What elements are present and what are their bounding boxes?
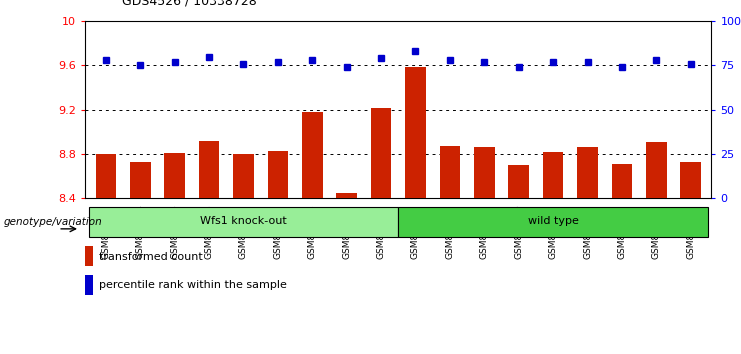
Text: GDS4526 / 10338728: GDS4526 / 10338728 bbox=[122, 0, 257, 7]
Bar bbox=[370, 108, 391, 198]
Bar bbox=[233, 154, 253, 198]
Bar bbox=[439, 146, 460, 198]
Text: transformed count: transformed count bbox=[99, 252, 203, 262]
Bar bbox=[611, 164, 632, 198]
Bar bbox=[405, 67, 426, 198]
Text: genotype/variation: genotype/variation bbox=[4, 217, 102, 227]
Bar bbox=[130, 162, 150, 198]
Bar bbox=[89, 207, 399, 237]
Text: Wfs1 knock-out: Wfs1 knock-out bbox=[200, 216, 287, 227]
Bar bbox=[474, 147, 494, 198]
Text: percentile rank within the sample: percentile rank within the sample bbox=[99, 280, 288, 290]
Bar bbox=[508, 165, 529, 198]
Bar bbox=[680, 162, 701, 198]
Text: wild type: wild type bbox=[528, 216, 579, 227]
Bar bbox=[85, 246, 93, 266]
Bar bbox=[302, 112, 322, 198]
Bar bbox=[85, 275, 93, 295]
Bar bbox=[199, 141, 219, 198]
Bar bbox=[399, 207, 708, 237]
Bar bbox=[165, 153, 185, 198]
Bar bbox=[96, 154, 116, 198]
Bar bbox=[542, 152, 563, 198]
Bar bbox=[577, 147, 598, 198]
Bar bbox=[646, 142, 667, 198]
Bar bbox=[336, 193, 357, 198]
Bar bbox=[268, 151, 288, 198]
